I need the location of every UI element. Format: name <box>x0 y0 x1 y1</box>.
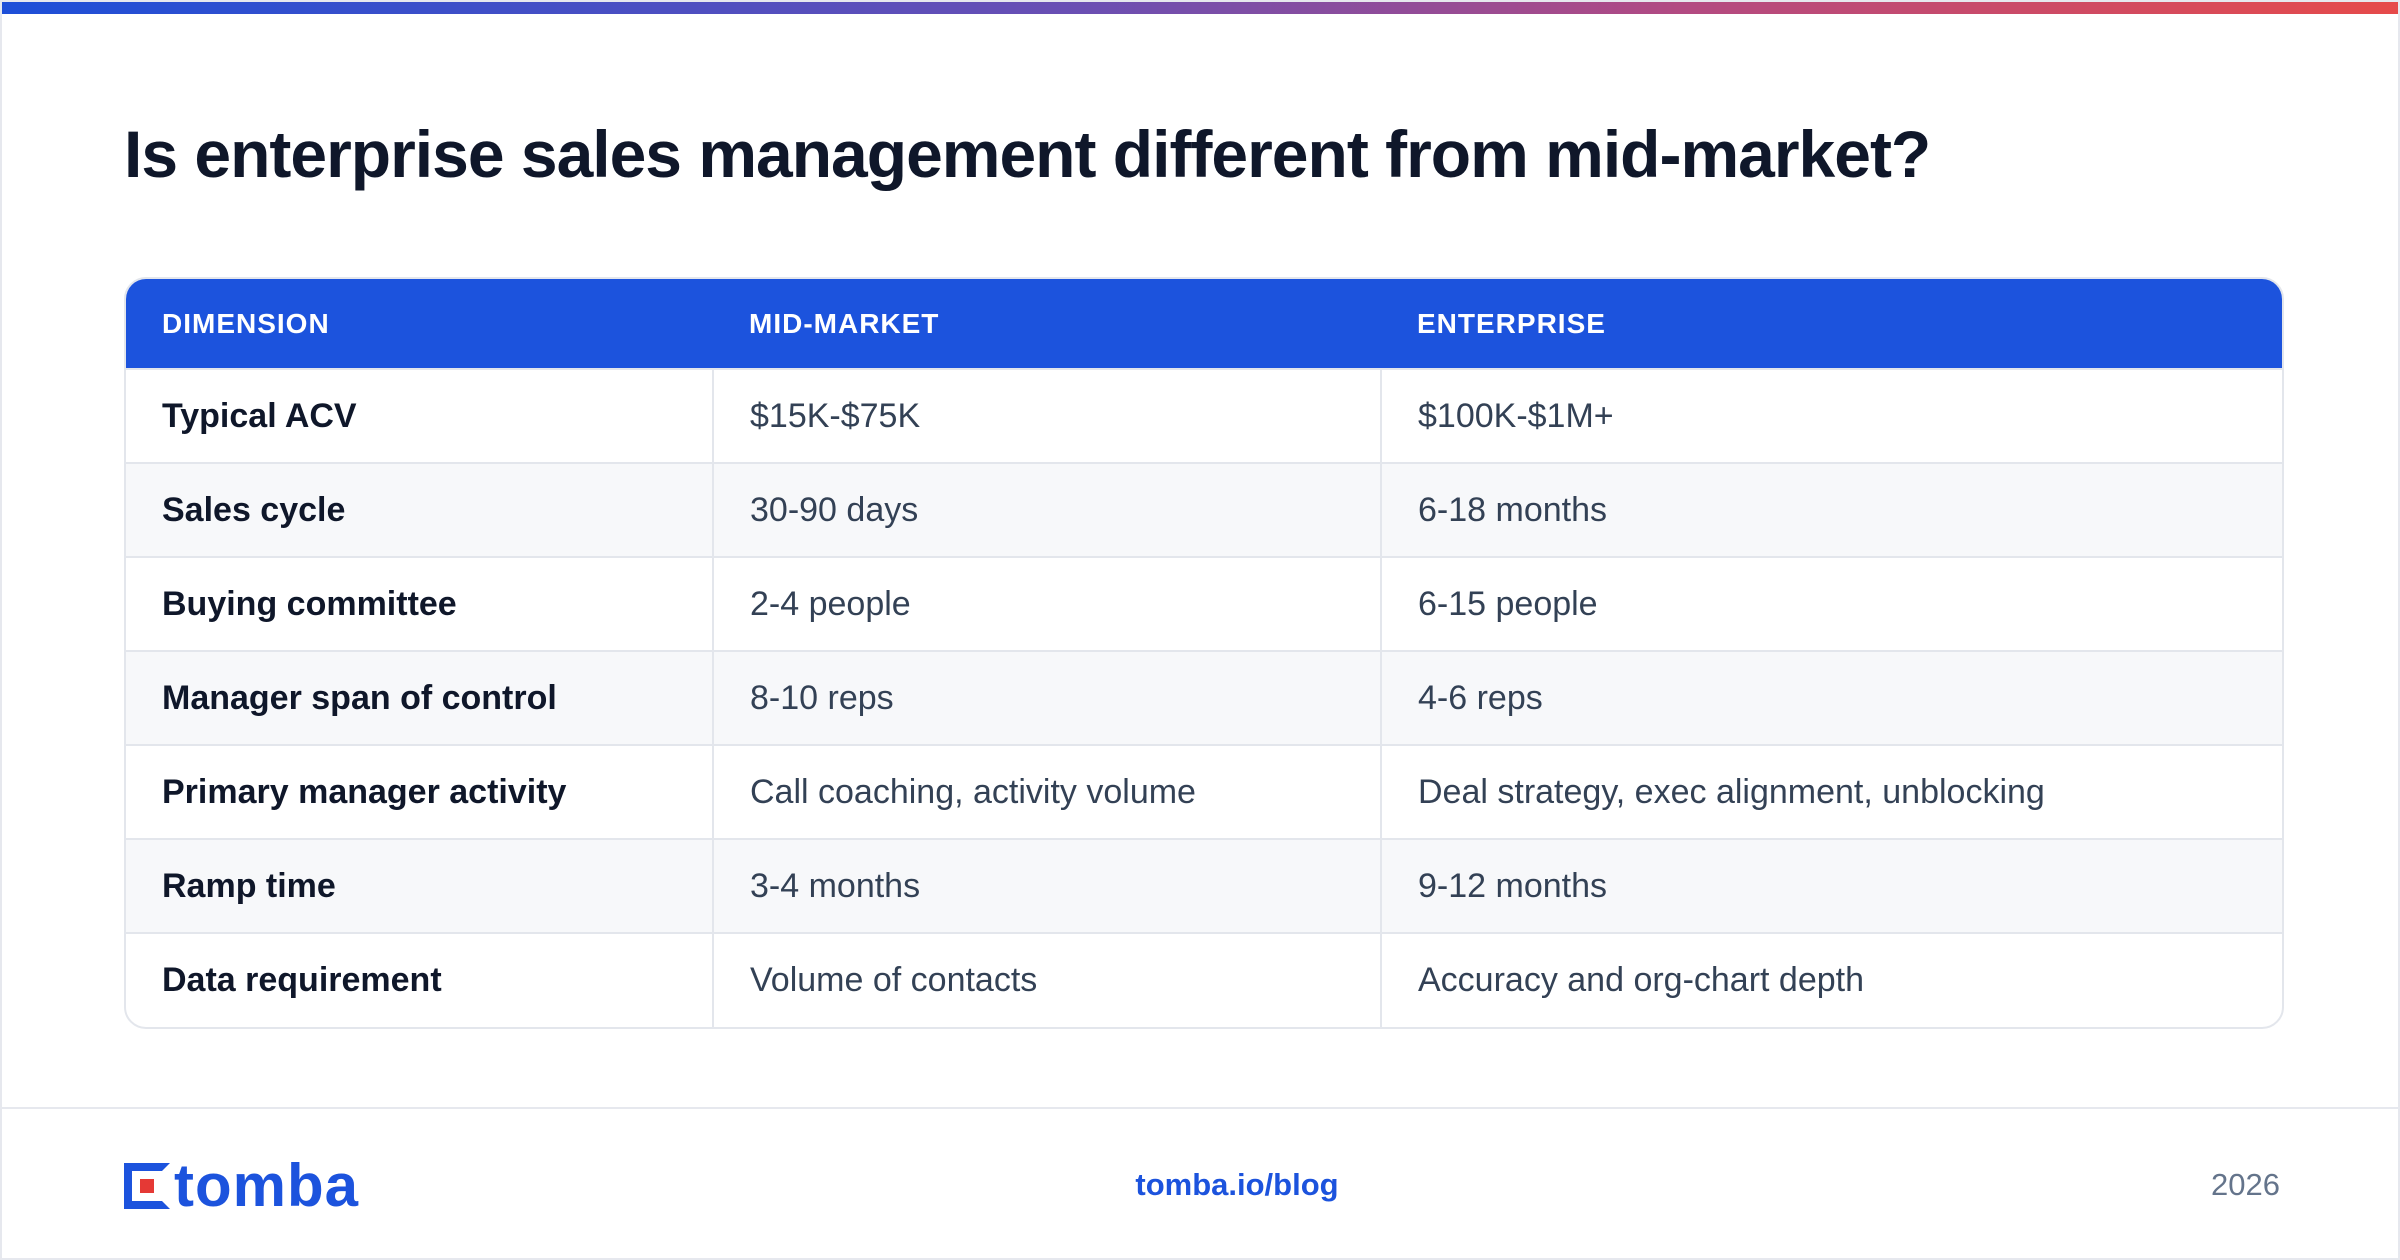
logo-text: tomba <box>174 1152 359 1219</box>
comparison-table: DIMENSION MID-MARKET ENTERPRISE Typical … <box>126 279 2282 1027</box>
mid-market-cell: $15K-$75K <box>712 368 1381 463</box>
table-row: Data requirement Volume of contacts Accu… <box>126 932 2282 1027</box>
dimension-cell: Sales cycle <box>126 462 713 557</box>
mid-market-cell: Volume of contacts <box>712 932 1381 1027</box>
enterprise-cell: 6-18 months <box>1380 462 2282 557</box>
footer-divider <box>2 1107 2398 1109</box>
footer-year: 2026 <box>2211 1167 2280 1202</box>
gradient-top-bar <box>2 2 2398 14</box>
header-enterprise: ENTERPRISE <box>1417 307 1606 339</box>
tomba-logo[interactable]: tomba <box>124 1152 359 1219</box>
table-header-row: DIMENSION MID-MARKET ENTERPRISE <box>126 279 2282 369</box>
header-mid-market: MID-MARKET <box>749 307 940 339</box>
enterprise-cell: 9-12 months <box>1380 838 2282 933</box>
dimension-cell: Primary manager activity <box>126 744 713 839</box>
dimension-cell: Typical ACV <box>126 368 713 463</box>
enterprise-cell: $100K-$1M+ <box>1380 368 2282 463</box>
table-row: Ramp time 3-4 months 9-12 months <box>126 838 2282 933</box>
dimension-cell: Ramp time <box>126 838 713 933</box>
tomba-logo-icon <box>124 1163 170 1209</box>
dimension-cell: Buying committee <box>126 556 713 651</box>
blog-link[interactable]: tomba.io/blog <box>1135 1167 1339 1202</box>
mid-market-cell: Call coaching, activity volume <box>712 744 1381 839</box>
enterprise-cell: Deal strategy, exec alignment, unblockin… <box>1380 744 2282 839</box>
table-body: Typical ACV $15K-$75K $100K-$1M+ Sales c… <box>126 368 2282 1027</box>
dimension-cell: Data requirement <box>126 932 713 1027</box>
table-row: Typical ACV $15K-$75K $100K-$1M+ <box>126 368 2282 463</box>
table-row: Buying committee 2-4 people 6-15 people <box>126 556 2282 651</box>
mid-market-cell: 3-4 months <box>712 838 1381 933</box>
enterprise-cell: 4-6 reps <box>1380 650 2282 745</box>
table-header: DIMENSION MID-MARKET ENTERPRISE <box>126 279 2282 369</box>
dimension-cell: Manager span of control <box>126 650 713 745</box>
enterprise-cell: 6-15 people <box>1380 556 2282 651</box>
table-row: Sales cycle 30-90 days 6-18 months <box>126 462 2282 557</box>
table-row: Manager span of control 8-10 reps 4-6 re… <box>126 650 2282 745</box>
enterprise-cell: Accuracy and org-chart depth <box>1380 932 2282 1027</box>
page-title: Is enterprise sales management different… <box>124 117 1931 191</box>
mid-market-cell: 2-4 people <box>712 556 1381 651</box>
comparison-table-container: DIMENSION MID-MARKET ENTERPRISE Typical … <box>124 277 2284 1029</box>
table-row: Primary manager activity Call coaching, … <box>126 744 2282 839</box>
mid-market-cell: 8-10 reps <box>712 650 1381 745</box>
header-dimension: DIMENSION <box>162 307 330 339</box>
mid-market-cell: 30-90 days <box>712 462 1381 557</box>
